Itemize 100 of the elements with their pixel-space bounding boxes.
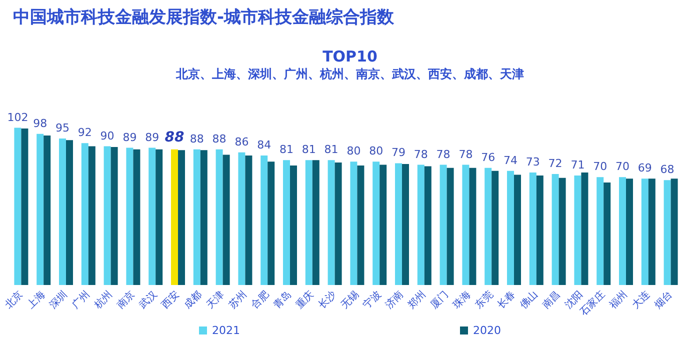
bar — [148, 148, 156, 285]
x-tick-label: 长沙 — [316, 288, 339, 312]
bar — [462, 164, 470, 285]
data-label: 89 — [122, 130, 137, 144]
bar — [350, 162, 358, 285]
data-label: 69 — [638, 162, 652, 175]
bar — [626, 178, 633, 285]
bar — [529, 172, 536, 285]
x-tick-label: 苏州 — [226, 288, 250, 312]
data-label: 78 — [414, 148, 428, 161]
x-tick-label: 大连 — [630, 288, 652, 312]
x-tick-label: 长春 — [495, 288, 518, 312]
x-tick-label: 无锡 — [339, 289, 362, 312]
x-tick-label: 济南 — [383, 288, 406, 312]
data-label: 78 — [458, 148, 473, 161]
bar — [59, 138, 66, 285]
x-tick-label: 厦门 — [428, 288, 451, 312]
data-label: 88 — [164, 129, 184, 146]
bar — [395, 163, 402, 285]
data-label: 73 — [526, 155, 540, 168]
bar — [492, 170, 499, 285]
data-label: 81 — [324, 143, 338, 156]
data-label: 72 — [548, 157, 562, 170]
bar — [574, 176, 582, 285]
data-label: 80 — [346, 144, 361, 158]
data-label: 76 — [481, 150, 496, 164]
bar — [200, 150, 208, 285]
bar — [469, 168, 476, 285]
bar — [222, 154, 230, 285]
bar — [446, 168, 454, 285]
bar — [36, 134, 44, 285]
bar — [670, 178, 678, 285]
data-label: 92 — [78, 126, 92, 140]
data-label: 74 — [504, 154, 518, 167]
bar — [178, 150, 185, 285]
bar — [66, 140, 73, 285]
x-tick-label: 上海 — [24, 288, 48, 312]
bar — [552, 174, 559, 285]
bar — [328, 160, 335, 285]
bar — [372, 162, 380, 285]
bar — [245, 156, 252, 285]
bar — [648, 178, 656, 285]
chart-title: 中国城市科技金融发展指数-城市科技金融综合指数 — [13, 8, 396, 28]
bar — [21, 128, 28, 285]
bar — [110, 147, 118, 285]
bar — [536, 176, 544, 285]
bar — [260, 156, 268, 285]
bar — [193, 149, 200, 285]
data-label: 86 — [234, 135, 249, 148]
bar — [290, 166, 297, 285]
bar — [334, 162, 342, 285]
bar — [156, 149, 163, 285]
bar — [641, 178, 648, 285]
bar — [619, 177, 626, 285]
bar — [596, 177, 604, 285]
x-tick-label: 北京 — [2, 288, 26, 312]
x-tick-label: 广州 — [70, 288, 92, 312]
bar — [104, 146, 111, 285]
x-tick-label: 西安 — [159, 288, 182, 312]
x-tick-label: 深圳 — [47, 288, 70, 312]
data-label: 88 — [190, 132, 204, 146]
data-label: 78 — [436, 148, 450, 161]
data-label: 70 — [616, 160, 630, 174]
bar — [558, 178, 566, 285]
bar — [664, 180, 671, 285]
data-label: 90 — [100, 129, 114, 142]
bar — [14, 128, 22, 285]
bar — [305, 160, 312, 285]
x-tick-label: 南昌 — [540, 288, 563, 312]
bar — [171, 149, 178, 285]
bar — [417, 164, 424, 285]
data-label: 81 — [280, 143, 294, 156]
bar — [581, 172, 588, 285]
x-tick-label: 武汉 — [136, 288, 160, 312]
x-tick-label: 杭州 — [91, 288, 115, 312]
data-label: 71 — [570, 158, 585, 172]
x-tick-label: 成都 — [182, 288, 204, 312]
x-tick-label: 珠海 — [450, 288, 474, 312]
x-tick-label: 宁波 — [360, 288, 384, 312]
bar — [312, 160, 320, 285]
bar — [133, 149, 140, 285]
bar — [126, 148, 134, 285]
bar — [44, 135, 51, 285]
x-tick-label: 烟台 — [652, 288, 675, 312]
data-label: 89 — [145, 130, 160, 144]
x-tick-label: 重庆 — [294, 288, 316, 312]
bar — [357, 166, 364, 285]
bar — [81, 143, 88, 285]
x-tick-label: 福州 — [607, 288, 630, 312]
data-label: 98 — [33, 116, 48, 130]
bar — [514, 174, 521, 285]
x-tick-label: 南京 — [114, 288, 138, 312]
data-label: 84 — [257, 138, 272, 152]
data-label: 70 — [593, 160, 608, 174]
legend-label: 2021 — [212, 324, 240, 337]
bar — [238, 152, 246, 285]
data-label: 102 — [7, 110, 28, 124]
data-label: 68 — [660, 163, 674, 176]
bar — [604, 182, 611, 285]
bar — [283, 160, 290, 285]
